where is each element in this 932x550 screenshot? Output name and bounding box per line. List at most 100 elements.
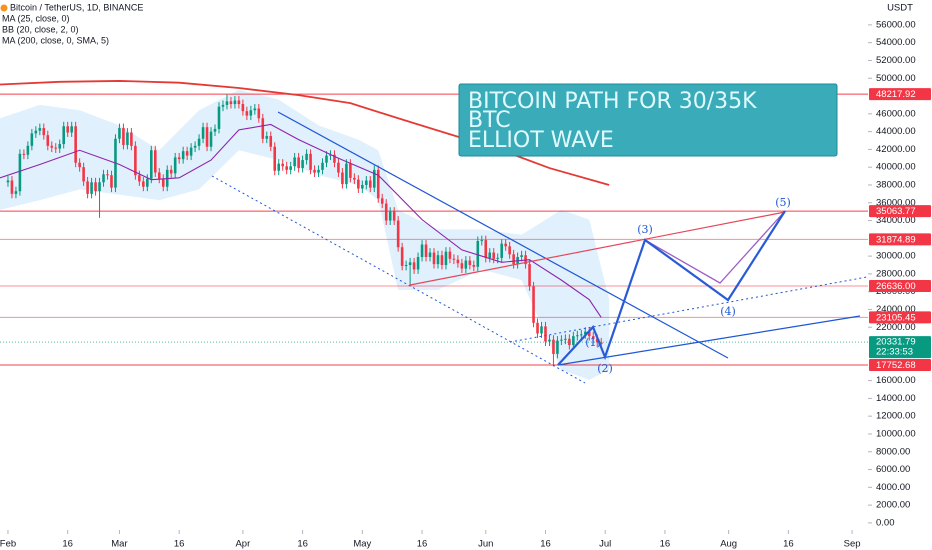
candle-body — [249, 110, 253, 116]
candle-body — [150, 150, 153, 179]
candle-body — [217, 106, 221, 129]
trend-line — [211, 175, 586, 384]
candle-body — [285, 166, 288, 170]
candle-body — [512, 254, 515, 265]
level-tag — [869, 311, 931, 324]
wave-label: (2) — [597, 362, 613, 375]
drawings — [211, 111, 868, 384]
y-tick-label: 44000.00 — [876, 126, 916, 137]
x-tick-label: 16 — [62, 539, 73, 550]
x-tick-label: 16 — [660, 539, 671, 550]
y-tick-label: 36000.00 — [876, 197, 916, 208]
candle-body — [221, 104, 225, 107]
candle-body — [257, 108, 261, 119]
candle-body — [66, 126, 69, 133]
y-tick-label: 42000.00 — [876, 144, 916, 155]
candle-body — [297, 157, 300, 169]
candle-body — [225, 101, 229, 105]
candle-body — [245, 111, 249, 116]
candle-body — [448, 251, 452, 259]
y-tick-label: 46000.00 — [876, 108, 916, 119]
candle-body — [528, 264, 531, 287]
y-tick-label: 2000.00 — [876, 500, 910, 511]
candle-body — [424, 244, 428, 257]
candle-body — [548, 339, 551, 342]
candle-body — [436, 255, 440, 265]
x-tick-label: Mar — [111, 539, 127, 550]
candle-body — [376, 169, 380, 199]
candle-body — [277, 163, 281, 171]
candle-body — [333, 154, 336, 163]
trend-line — [509, 276, 868, 343]
candle-body — [599, 342, 603, 345]
candle-body — [173, 157, 177, 174]
annotation-text: ELLIOT WAVE — [468, 128, 614, 153]
x-tick-label: 16 — [417, 539, 428, 550]
candle-body — [301, 160, 304, 169]
candle-body — [388, 211, 392, 221]
candle-body — [472, 265, 476, 267]
candle-body — [504, 243, 507, 247]
candle-body — [325, 155, 328, 163]
candle-body — [209, 131, 213, 147]
candle-body — [197, 138, 201, 146]
wave-label: (1) — [585, 336, 601, 349]
candle-body — [321, 162, 324, 170]
candle-body — [368, 180, 372, 188]
y-tick-label: 56000.00 — [876, 19, 916, 30]
candle-body — [337, 162, 340, 173]
candle-body — [169, 169, 173, 174]
level-tag-label: 26636.00 — [876, 281, 916, 292]
axes: 0.00 2000.00 4000.00 6000.00 8000.00 10000.00… — [0, 19, 931, 550]
x-tick-label: Jul — [599, 539, 611, 550]
candle-body — [126, 132, 129, 145]
candle-body — [416, 256, 420, 270]
candle-body — [58, 144, 62, 149]
countdown-label: 22:33:53 — [876, 347, 913, 358]
annotation-bg — [458, 83, 838, 157]
candle-body — [90, 182, 93, 194]
candle-body — [313, 169, 316, 173]
candle-body — [396, 220, 400, 248]
candle-body — [464, 260, 468, 269]
wave-label: (4) — [720, 305, 736, 318]
candle-body — [508, 246, 511, 255]
candle-body — [460, 263, 464, 269]
candle-body — [261, 118, 265, 139]
candle-body — [456, 259, 460, 264]
annotation-text: BTC — [468, 108, 511, 133]
chart-title: Bitcoin / TetherUS, 1D, BINANCE — [10, 2, 143, 12]
candle-body — [349, 163, 352, 178]
legend-entry: MA (25, close, 0) — [2, 13, 70, 23]
trend-line — [277, 111, 729, 359]
candle-body — [269, 136, 273, 147]
candle-body — [189, 147, 193, 156]
candle-body — [380, 198, 384, 204]
x-tick-label: Apr — [235, 539, 250, 550]
x-tick-label: 16 — [297, 539, 308, 550]
candle-body — [556, 340, 559, 354]
y-tick-label: 52000.00 — [876, 55, 916, 66]
candle-body — [488, 252, 492, 258]
candle-body — [572, 336, 575, 346]
candle-body — [412, 262, 416, 270]
x-tick-label: 16 — [174, 539, 185, 550]
y-tick-label: 10000.00 — [876, 428, 916, 439]
candle-body — [181, 151, 185, 160]
candle-body — [229, 101, 233, 105]
candle-body — [213, 128, 217, 132]
candle-body — [400, 247, 404, 266]
candle-body — [452, 258, 456, 260]
candle-body — [361, 184, 364, 189]
candle-body — [157, 172, 161, 179]
candle-body — [34, 130, 38, 134]
level-tag — [869, 280, 931, 293]
y-tick-label: 16000.00 — [876, 375, 916, 386]
candle-body — [98, 182, 101, 192]
candle-body — [38, 128, 42, 131]
candle-body — [584, 331, 587, 335]
x-tick-label: Sep — [844, 539, 861, 550]
candle-body — [444, 251, 448, 265]
candle-body — [432, 252, 436, 265]
